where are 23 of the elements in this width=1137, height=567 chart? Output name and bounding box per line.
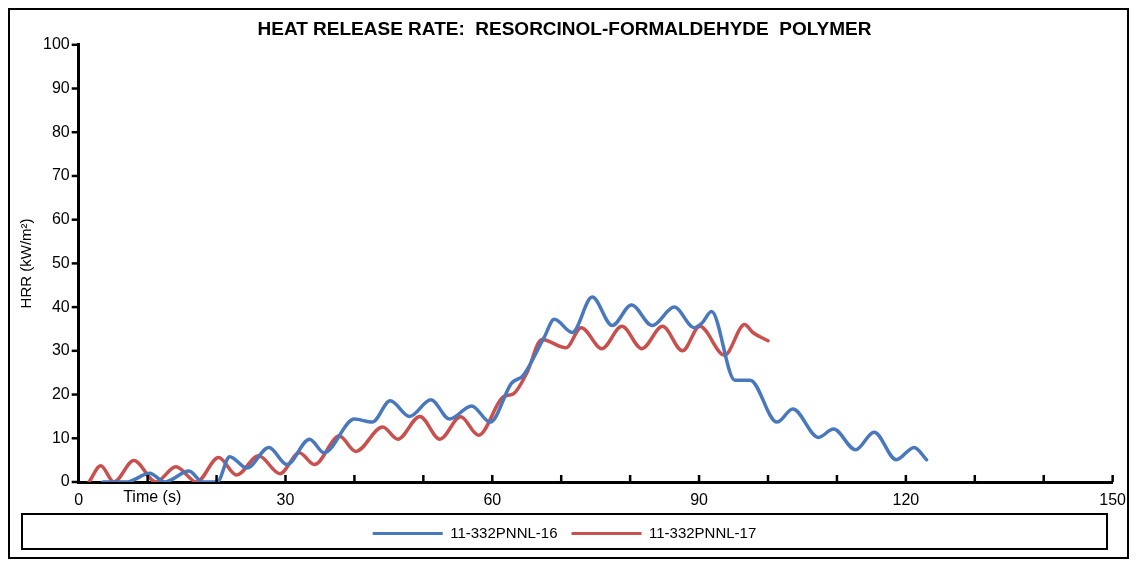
y-tick-label: 0 [60,472,70,490]
y-tick-label: 100 [42,35,70,53]
y-tick-label: 60 [51,210,70,228]
y-tick-label: 10 [51,428,70,446]
line-series [101,295,929,482]
legend-label: 11-332PNNL-16 [450,523,558,541]
y-tick-label: 50 [51,253,70,271]
y-axis-title: HRR (kW/m²) [17,218,35,309]
y-tick-label: 90 [51,78,70,96]
y-tick-label: 40 [51,297,70,315]
x-tick-label: 60 [483,491,502,509]
x-tick-label: 30 [276,491,295,509]
x-tick-label: 120 [892,491,920,509]
y-tick-label: 80 [51,122,70,140]
x-tick-label: 90 [690,491,709,509]
x-tick-label: 150 [1099,491,1127,509]
x-axis-title: Time (s) [123,488,182,506]
chart-title: HEAT RELEASE RATE: RESORCINOL-FORMALDEHYDE POLYMER [257,17,872,39]
legend-label: 11-332PNNL-17 [649,523,757,541]
y-tick-label: 20 [51,384,70,402]
x-tick-label: 0 [74,491,84,509]
y-tick-label: 30 [51,341,70,359]
y-tick-label: 70 [51,166,70,184]
